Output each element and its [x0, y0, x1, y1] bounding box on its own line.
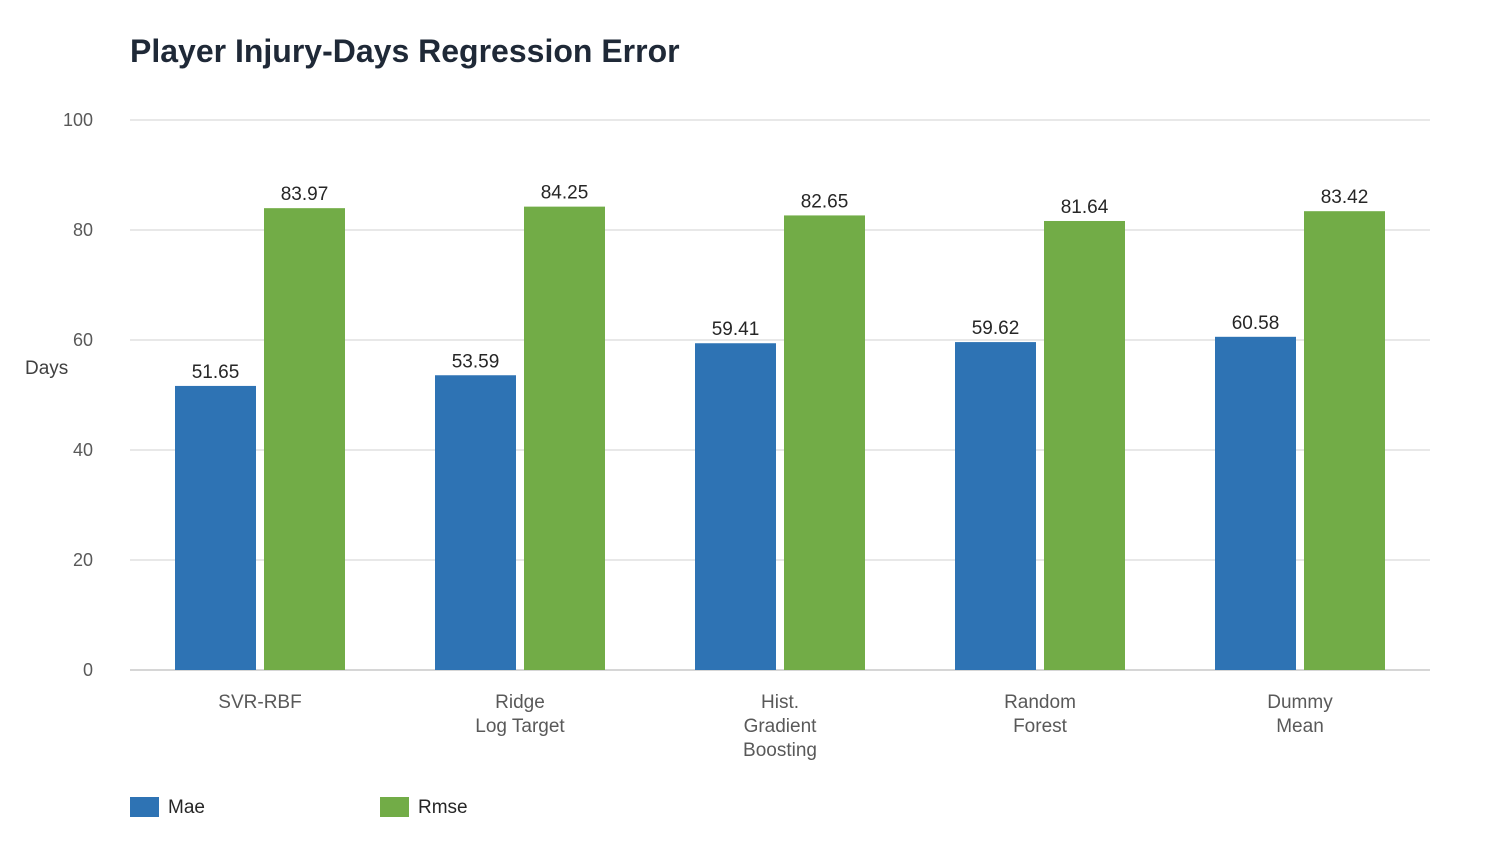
- y-tick-label: 40: [73, 440, 93, 460]
- bar-mae: [1215, 336, 1296, 670]
- y-tick-label: 20: [73, 550, 93, 570]
- bar-mae: [695, 343, 776, 670]
- gridlines: [130, 119, 1430, 671]
- chart-title: Player Injury-Days Regression Error: [130, 33, 680, 69]
- x-tick-label: Hist. Gradient Boosting: [743, 692, 817, 761]
- bar-rmse: [784, 215, 865, 671]
- bar-rmse: [1304, 211, 1385, 670]
- y-axis-ticks: 0 20 40 60 80 100: [63, 110, 93, 680]
- data-label: 82.65: [801, 191, 849, 212]
- y-tick-label: 60: [73, 330, 93, 350]
- x-tick-label: SVR-RBF: [218, 692, 301, 713]
- x-tick-label: Ridge Log Target: [475, 692, 565, 737]
- y-tick-label: 80: [73, 220, 93, 240]
- legend-swatch-mae: [130, 797, 159, 817]
- bar-mae: [435, 375, 516, 670]
- legend-label-mae: Mae: [168, 797, 205, 818]
- bar-rmse: [264, 208, 345, 671]
- bar-mae: [955, 342, 1036, 670]
- bar-mae: [175, 385, 256, 670]
- legend-swatch-rmse: [380, 797, 409, 817]
- bar-rmse: [1044, 220, 1125, 671]
- data-label: 59.62: [972, 318, 1020, 339]
- bar-rmse: [524, 206, 605, 670]
- data-label: 81.64: [1061, 197, 1109, 218]
- data-label: 83.42: [1321, 187, 1369, 208]
- y-tick-label: 0: [83, 660, 93, 680]
- x-tick-label: Dummy Mean: [1267, 692, 1333, 737]
- legend: Mae Rmse: [130, 797, 468, 818]
- legend-label-rmse: Rmse: [418, 797, 468, 818]
- data-label: 83.97: [281, 184, 329, 205]
- data-label: 60.58: [1232, 313, 1280, 334]
- data-label: 59.41: [712, 319, 760, 340]
- data-label: 53.59: [452, 351, 500, 372]
- x-tick-label: Random Forest: [1004, 692, 1076, 737]
- data-labels: 51.65 83.97 53.59 84.25 59.41 82.65 59.62 81.64…: [192, 183, 1369, 383]
- y-axis-label: Days: [25, 358, 68, 379]
- x-axis-ticks: SVR-RBF Ridge Log Target Hist. Gradient Boost…: [218, 692, 1333, 761]
- y-tick-label: 100: [63, 110, 93, 130]
- data-label: 51.65: [192, 362, 240, 383]
- bars: [175, 206, 1385, 671]
- data-label: 84.25: [541, 183, 589, 204]
